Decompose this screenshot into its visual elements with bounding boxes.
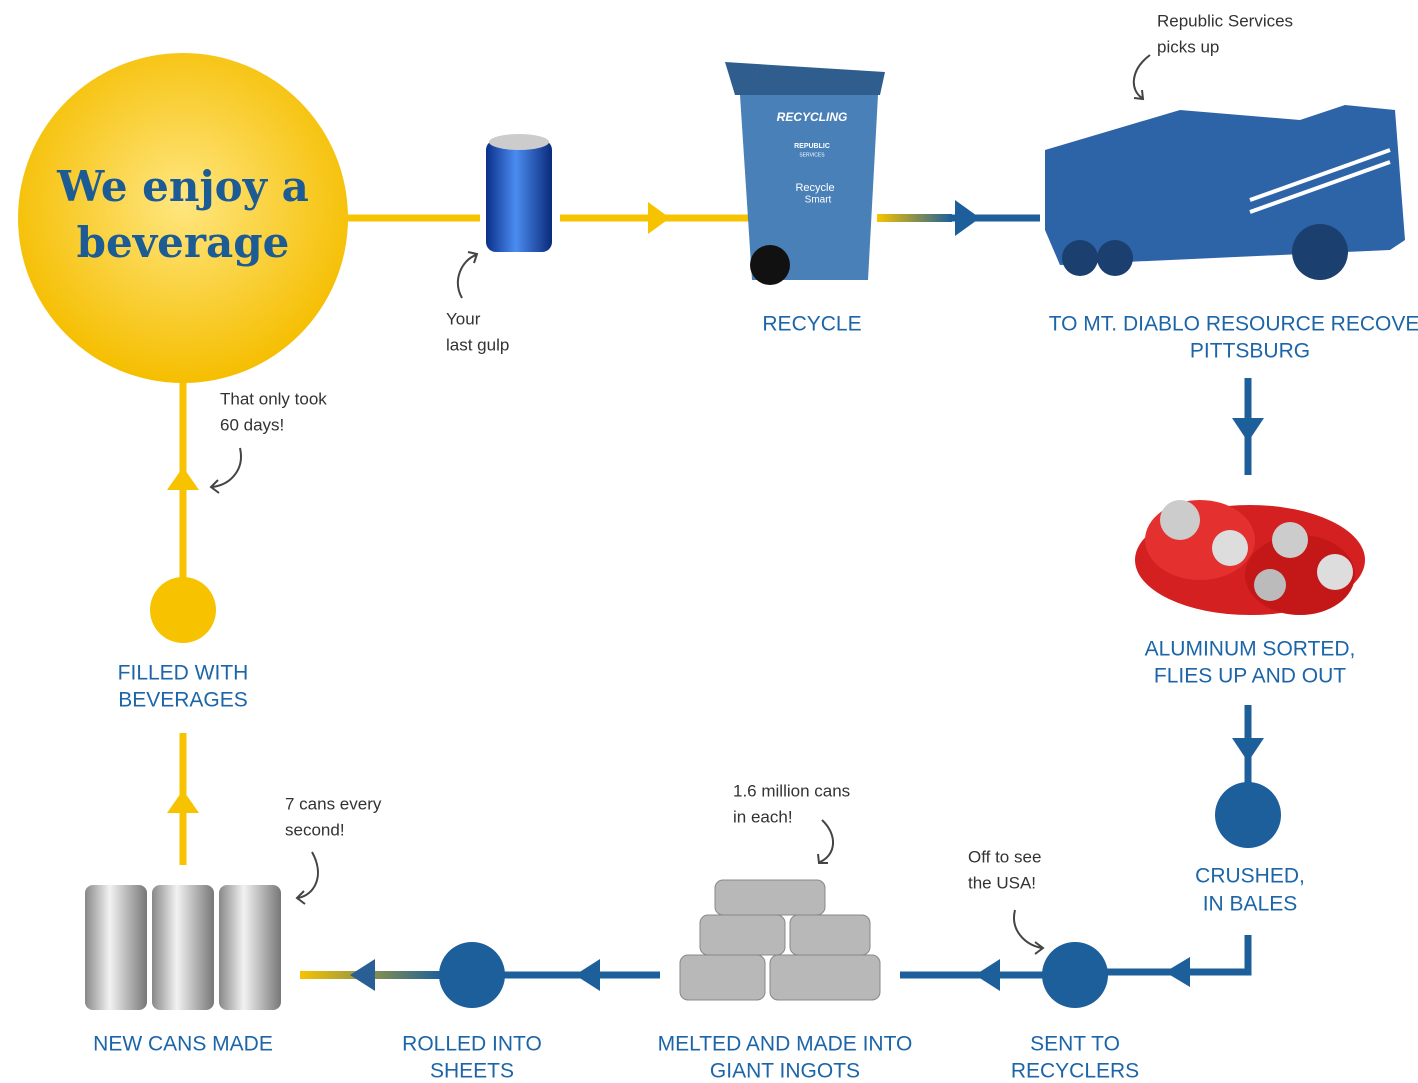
ingots-image	[680, 880, 880, 1000]
new-cans-image	[85, 885, 281, 1010]
step-label: SHEETS	[430, 1060, 514, 1083]
arrow	[975, 959, 1000, 991]
bin-text: RECYCLING	[777, 110, 848, 124]
note: second!	[285, 820, 345, 839]
arrow	[167, 467, 199, 490]
step-label: RECYCLE	[762, 313, 861, 336]
note: Republic Services	[1157, 11, 1293, 30]
step-label: ALUMINUM SORTED,	[1145, 638, 1356, 661]
diagram: We enjoy a beverage RECYCLING REPUBLIC S…	[0, 0, 1418, 1083]
can-image	[486, 134, 552, 252]
node	[1042, 942, 1108, 1008]
step-label: ROLLED INTO	[402, 1033, 542, 1056]
bin-text: Smart	[805, 195, 832, 206]
page: We enjoy a beverage RECYCLING REPUBLIC S…	[0, 0, 1418, 1083]
note: picks up	[1157, 37, 1219, 56]
bin-text: Recycle	[795, 182, 834, 194]
bin-text: SERVICES	[799, 152, 825, 158]
arrow	[1165, 957, 1190, 987]
step-label: GIANT INGOTS	[710, 1060, 860, 1083]
arrow	[1232, 418, 1264, 442]
arrow	[955, 200, 980, 236]
title-line: We enjoy a	[56, 162, 309, 211]
bin-text: REPUBLIC	[794, 143, 830, 150]
note-arrows	[211, 55, 1150, 954]
node	[439, 942, 505, 1008]
note: Off to see	[968, 847, 1041, 866]
arrow	[575, 959, 600, 991]
step-label: BEVERAGES	[118, 689, 248, 712]
step-label: SENT TO	[1030, 1033, 1120, 1056]
arrow	[167, 790, 199, 813]
note: the USA!	[968, 873, 1036, 892]
step-label: FILLED WITH	[118, 662, 249, 685]
note: That only took	[220, 389, 327, 408]
step-label: CRUSHED,	[1195, 865, 1305, 888]
note: in each!	[733, 807, 793, 826]
step-label: PITTSBURG	[1190, 340, 1310, 363]
step-label: FLIES UP AND OUT	[1154, 665, 1346, 688]
note: 7 cans every	[285, 794, 382, 813]
note: 60 days!	[220, 415, 284, 434]
line	[877, 214, 952, 222]
arrow	[1232, 738, 1264, 762]
node	[150, 577, 216, 643]
node	[1215, 782, 1281, 848]
arrow	[350, 959, 375, 991]
note: 1.6 million cans	[733, 781, 850, 800]
step-label: RECYCLERS	[1011, 1060, 1139, 1083]
step-label: MELTED AND MADE INTO	[658, 1033, 913, 1056]
step-label: IN BALES	[1203, 893, 1298, 916]
note: Your	[446, 309, 481, 328]
title-line: beverage	[77, 218, 290, 267]
crushed-cans-image	[1135, 500, 1365, 615]
bin-image: RECYCLING REPUBLIC SERVICES Recycle Smar…	[725, 62, 885, 285]
note: last gulp	[446, 335, 509, 354]
arrow	[648, 202, 670, 234]
truck-image	[1045, 105, 1405, 280]
step-label: NEW CANS MADE	[93, 1033, 273, 1056]
step-label: TO MT. DIABLO RESOURCE RECOVERY,	[1049, 313, 1418, 336]
